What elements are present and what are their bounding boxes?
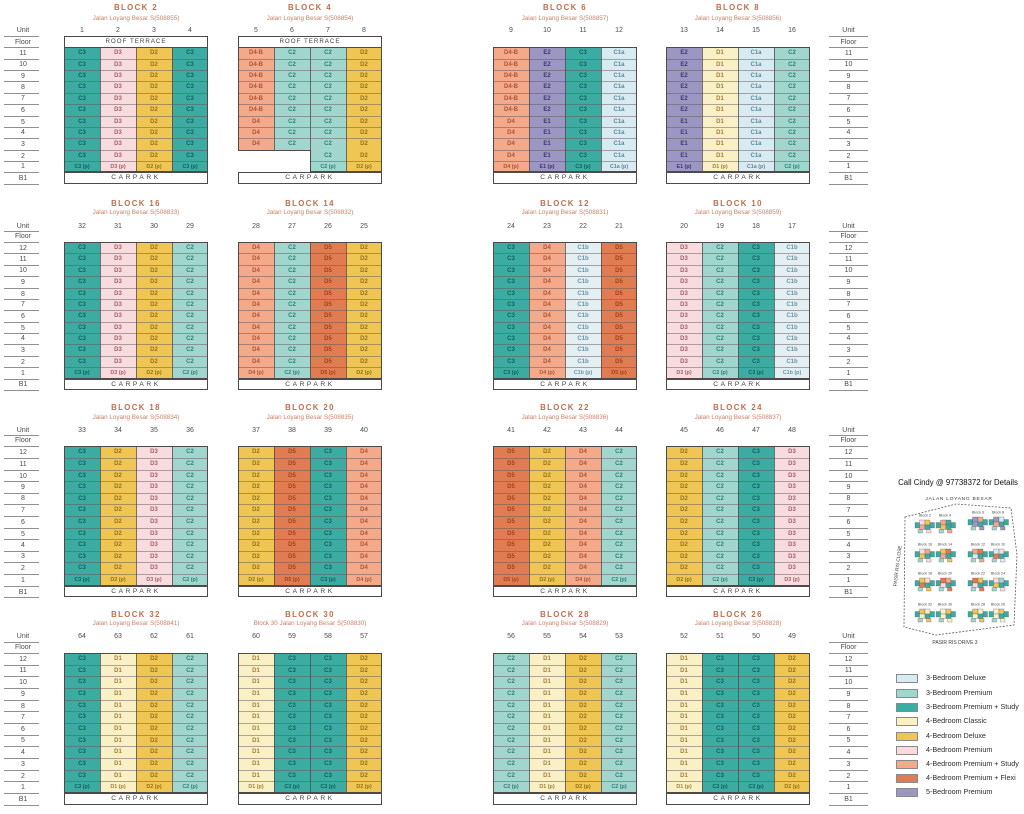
svg-text:Block 28: Block 28 bbox=[971, 603, 985, 607]
svg-text:Block 12: Block 12 bbox=[971, 543, 985, 547]
svg-text:PASIR RIS CLOSE: PASIR RIS CLOSE bbox=[893, 545, 904, 586]
svg-text:JALAN LOYANG BESAR: JALAN LOYANG BESAR bbox=[925, 496, 992, 502]
svg-text:Block 32: Block 32 bbox=[918, 603, 932, 607]
svg-text:Block 2: Block 2 bbox=[919, 514, 931, 518]
svg-text:Block 14: Block 14 bbox=[938, 543, 952, 547]
svg-text:Block 4: Block 4 bbox=[939, 514, 951, 518]
svg-text:Block 8: Block 8 bbox=[992, 511, 1004, 515]
svg-text:Block 10: Block 10 bbox=[991, 543, 1005, 547]
svg-text:Block 6: Block 6 bbox=[972, 511, 984, 515]
svg-text:Block 30: Block 30 bbox=[938, 603, 952, 607]
svg-text:PASIR RIS DRIVE 3: PASIR RIS DRIVE 3 bbox=[932, 640, 977, 646]
svg-text:Block 20: Block 20 bbox=[938, 572, 952, 576]
svg-text:Block 16: Block 16 bbox=[918, 543, 932, 547]
svg-text:Block 18: Block 18 bbox=[918, 572, 932, 576]
svg-text:Block 22: Block 22 bbox=[971, 572, 985, 576]
svg-text:Block 26: Block 26 bbox=[991, 603, 1005, 607]
svg-text:Block 24: Block 24 bbox=[991, 572, 1005, 576]
